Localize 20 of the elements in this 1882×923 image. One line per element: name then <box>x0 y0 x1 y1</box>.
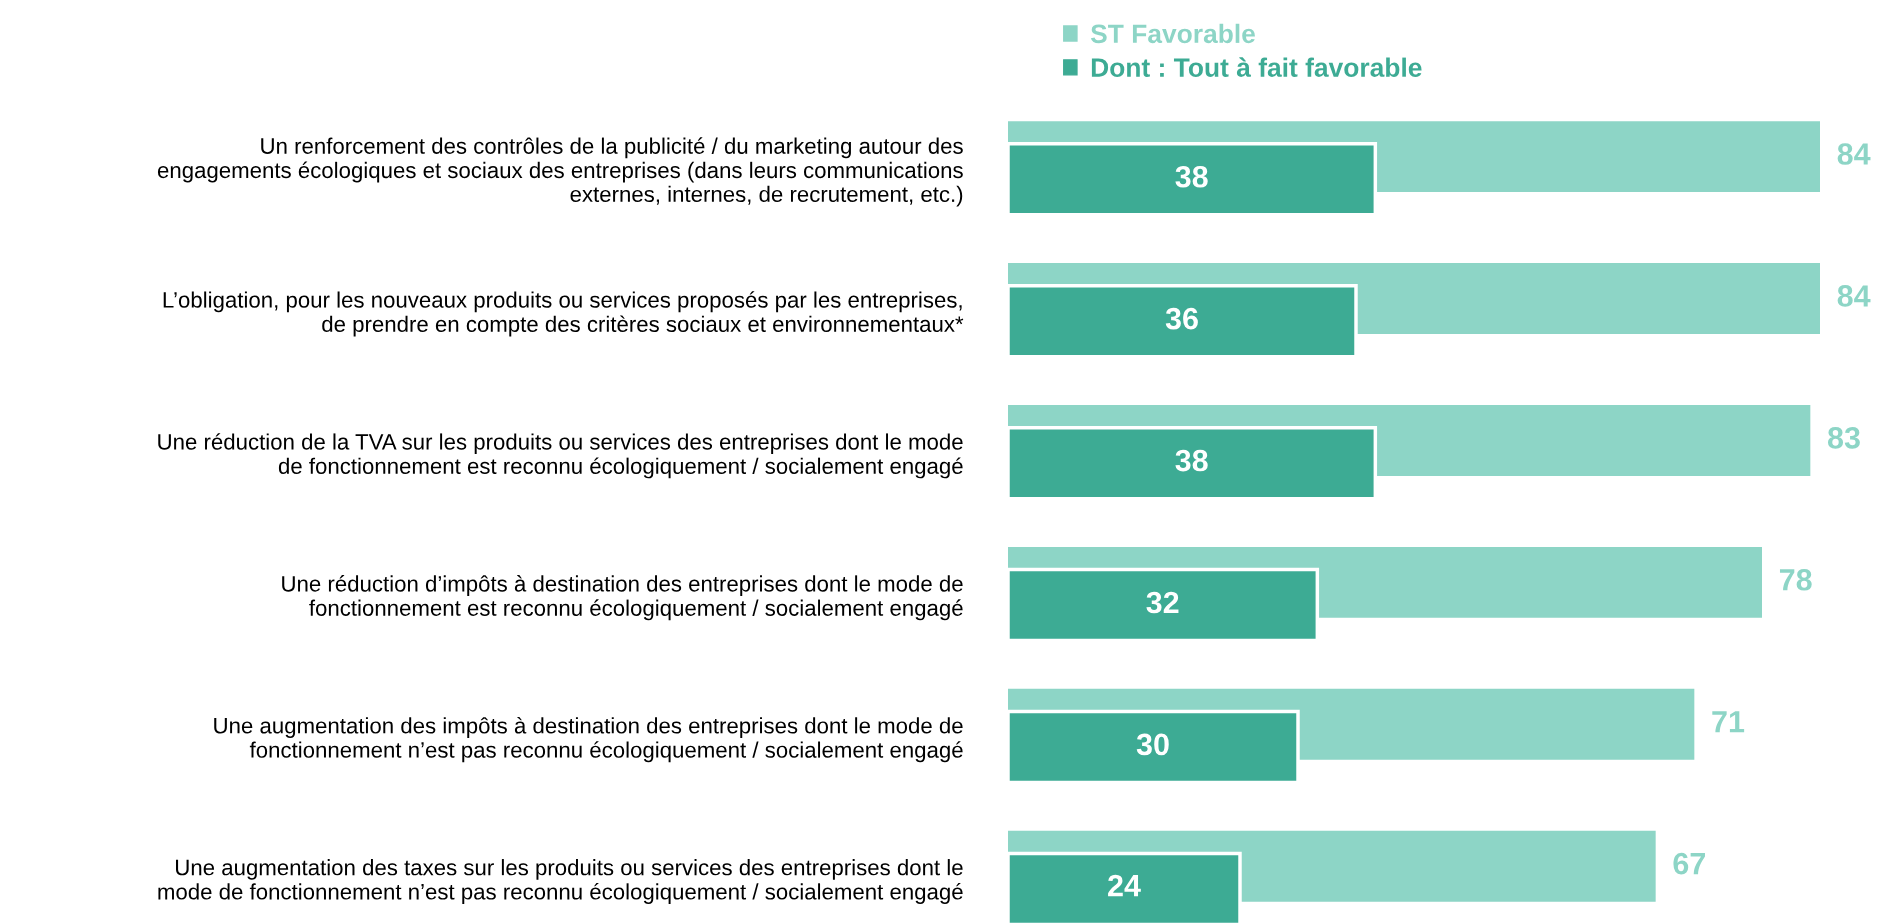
data-label: 38 <box>1175 165 1208 188</box>
y-tick-label: Une augmentation des impôts à destination des entreprises dont le mode de fonctionnement n’est pas reconnu écologiquement / socialement engagé <box>214 716 963 763</box>
data-label: 30 <box>1136 733 1169 756</box>
y-tick-label: Une augmentation des taxes sur les produits ou services des entreprises dont le mode de fonctionnement n’est pas reconnu écologiquement / socialement engagé <box>158 859 963 905</box>
data-label: 36 <box>1165 307 1198 330</box>
legend-label: ST Favorable <box>1090 23 1255 44</box>
y-tick-label: L’obligation, pour les nouveaux produits ou services proposés par les entreprises, de prendre en compte des critères sociaux et environnementaux* <box>163 291 964 337</box>
legend-label: Dont : Tout à fait favorable <box>1091 57 1422 77</box>
y-tick-label: Une réduction d’impôts à destination des entreprises dont le mode de fonctionnement est reconnu écologiquement / socialement engagé <box>282 575 963 621</box>
data-label: 24 <box>1108 874 1141 897</box>
data-label: 71 <box>1712 711 1745 733</box>
data-label: 84 <box>1837 285 1871 307</box>
y-tick-label: Une réduction de la TVA sur les produits ou services des entreprises dont le mode de fonctionnement est reconnu écologiquement / socialement engagé <box>158 433 963 479</box>
data-label: 32 <box>1146 591 1179 614</box>
data-label: 38 <box>1175 449 1208 472</box>
data-label: 67 <box>1673 852 1705 875</box>
data-label: 84 <box>1837 143 1871 165</box>
y-tick-label: Un renforcement des contrôles de la publicité / du marketing autour des engagements écologiques et sociaux des entreprises (dans leurs communications externes, internes, de recrutement, etc.) <box>157 137 963 207</box>
data-label: 83 <box>1827 427 1860 449</box>
data-label: 78 <box>1779 568 1812 591</box>
